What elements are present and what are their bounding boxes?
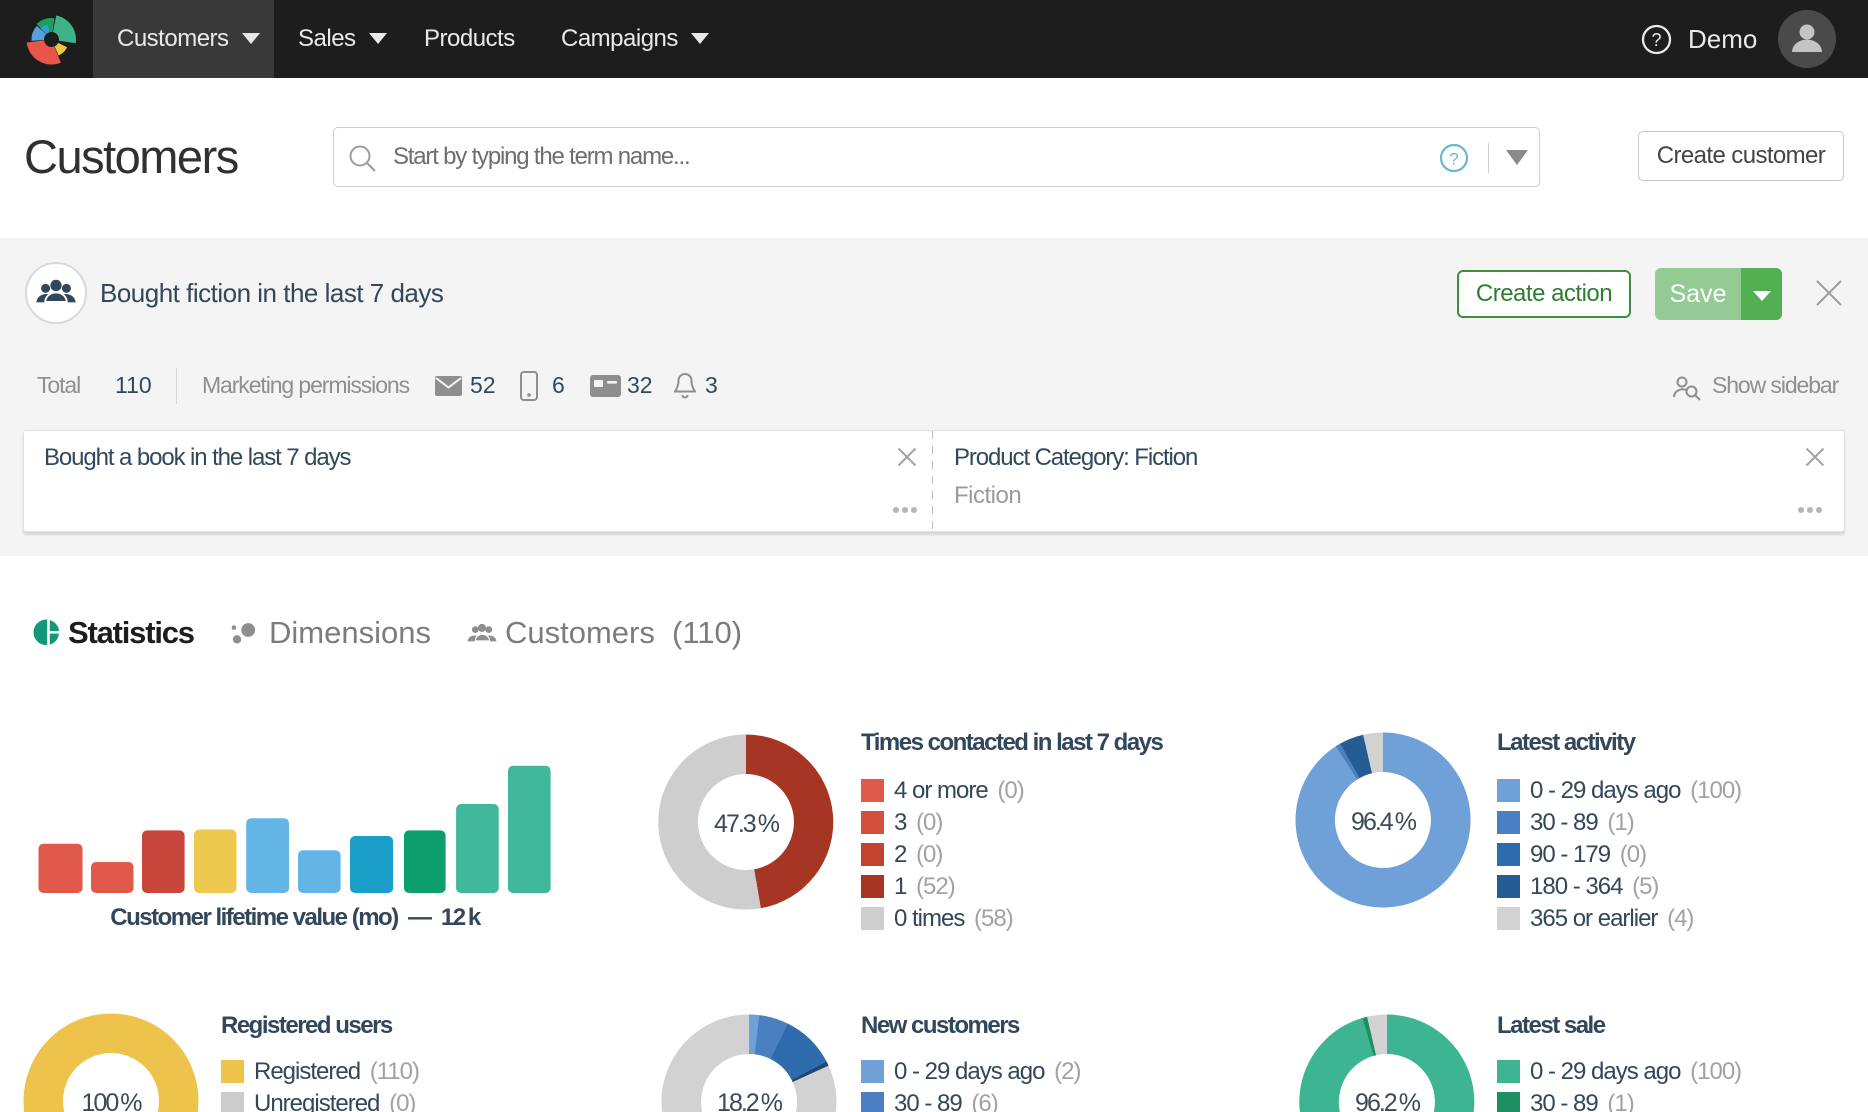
- svg-text:?: ?: [1651, 30, 1661, 50]
- svg-text:?: ?: [1449, 150, 1458, 169]
